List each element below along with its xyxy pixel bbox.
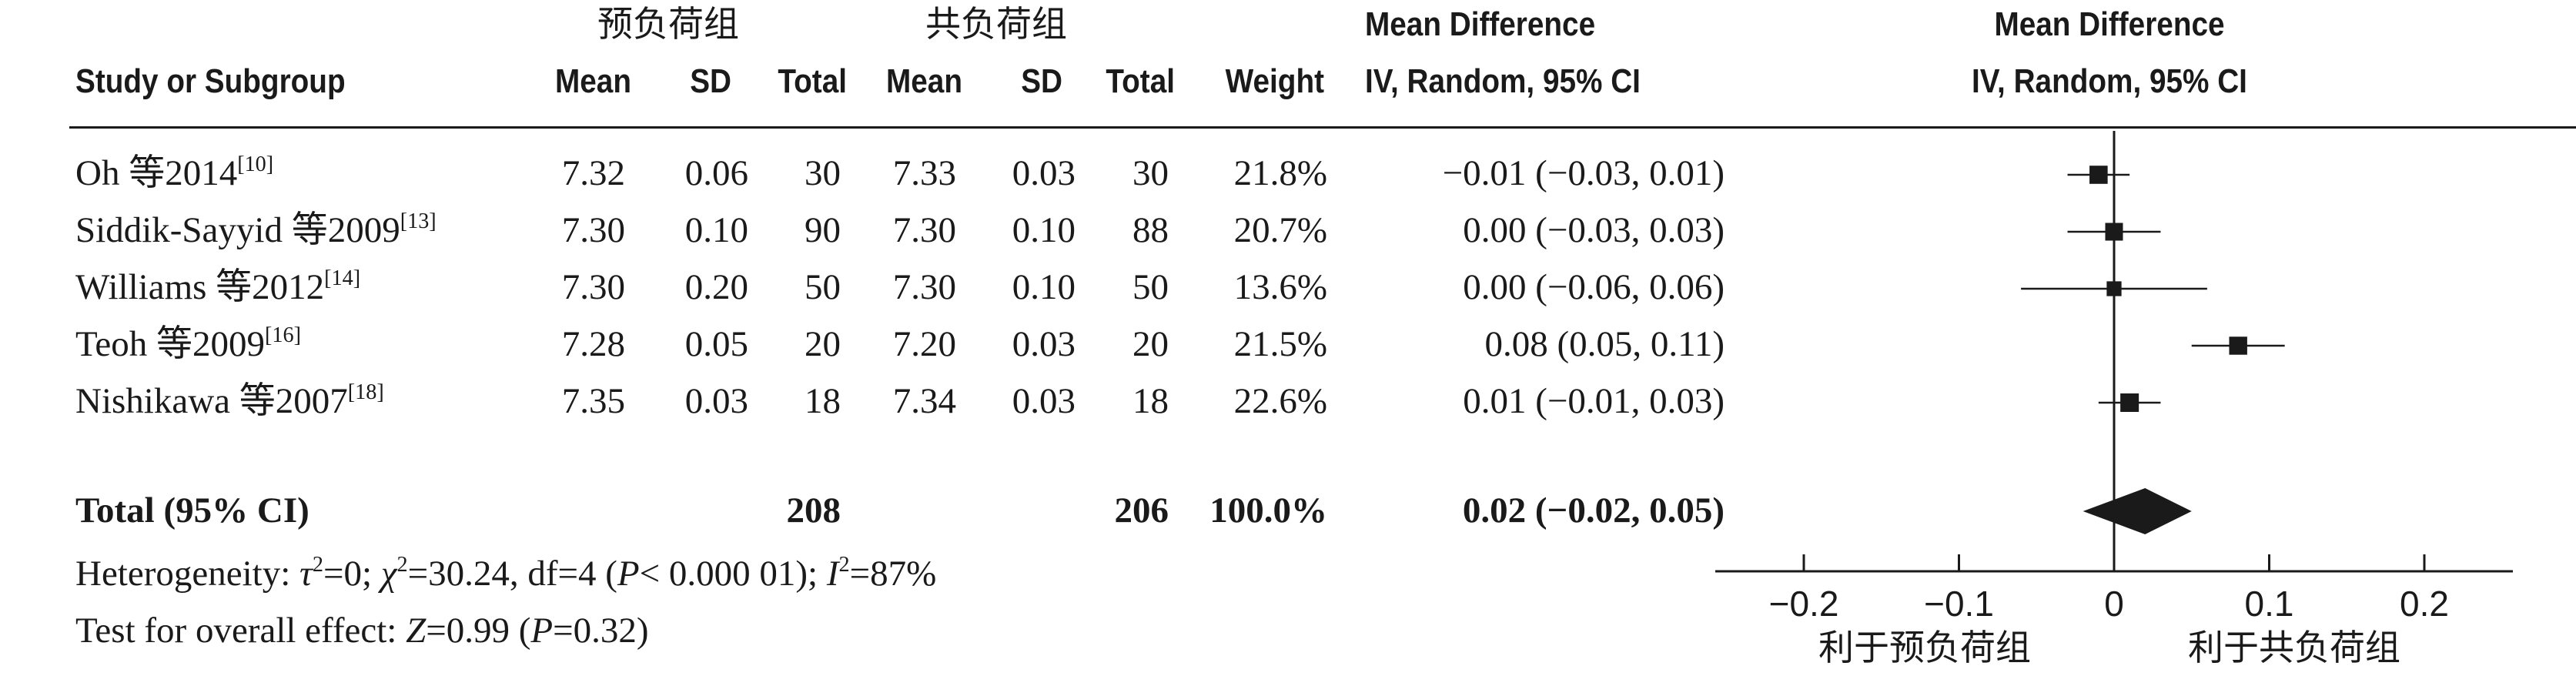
mean2-cell: 7.20: [892, 324, 956, 364]
mean1-cell: 7.28: [561, 324, 625, 364]
sd1-column-header: SD: [690, 62, 731, 100]
sd2-column-header: SD: [1021, 62, 1062, 100]
sd1-cell: 0.10: [684, 210, 748, 250]
favours-left-label: 利于预负荷组: [1818, 627, 2031, 668]
sd2-cell: 0.03: [1012, 153, 1076, 193]
mean2-cell: 7.30: [892, 267, 956, 307]
weight-cell: 13.6%: [1233, 267, 1327, 307]
experimental-group-label: 预负荷组: [597, 3, 739, 45]
overall-effect-text: Test for overall effect: Z=0.99 (P=0.32): [75, 611, 649, 651]
sd2-cell: 0.10: [1012, 267, 1076, 307]
header-rule: [69, 126, 2576, 129]
mean1-cell: 7.30: [561, 210, 625, 250]
total1-column-header: Total: [778, 62, 847, 100]
study-name: Williams 等2012[14]: [75, 266, 361, 307]
n2-cell: 18: [1132, 381, 1169, 421]
n1-cell: 18: [805, 381, 841, 421]
n1-cell: 50: [805, 267, 841, 307]
n2-cell: 88: [1132, 210, 1169, 250]
mean1-cell: 7.32: [561, 153, 625, 193]
weight-column-header: Weight: [1225, 62, 1324, 100]
n2-cell: 20: [1132, 324, 1169, 364]
study-name: Teoh 等2009[16]: [75, 323, 302, 364]
x-tick-label: −0.1: [1924, 584, 1994, 624]
sd2-cell: 0.10: [1012, 210, 1076, 250]
weight-cell: 21.8%: [1233, 153, 1327, 193]
weight-cell: 21.5%: [1233, 324, 1327, 364]
x-tick-label: 0.2: [2400, 584, 2449, 624]
n1-cell: 30: [805, 153, 841, 193]
sd1-cell: 0.03: [684, 381, 748, 421]
total-label: Total (95% CI): [75, 490, 309, 530]
study-effect-marker: [2106, 281, 2122, 296]
total-weight: 100.0%: [1209, 490, 1327, 530]
ci-cell: 0.00 (−0.06, 0.06): [1463, 267, 1725, 307]
plot-title: Mean Difference: [1994, 5, 2225, 43]
total2-column-header: Total: [1106, 62, 1175, 100]
study-name: Oh 等2014[10]: [75, 152, 274, 193]
weight-cell: 22.6%: [1233, 381, 1327, 421]
plot-method-header: IV, Random, 95% CI: [1972, 62, 2247, 100]
total-ci: 0.02 (−0.02, 0.05): [1462, 490, 1725, 530]
heterogeneity-text: Heterogeneity: τ2=0; χ2=30.24, df=4 (P< …: [75, 552, 937, 594]
n1-cell: 90: [805, 210, 841, 250]
ci-cell: 0.01 (−0.01, 0.03): [1463, 381, 1725, 421]
study-effect-marker: [2105, 223, 2123, 241]
sd1-cell: 0.06: [684, 153, 748, 193]
total-n1: 208: [786, 490, 841, 530]
favours-right-label: 利于共负荷组: [2188, 627, 2400, 668]
ci-cell: 0.00 (−0.03, 0.03): [1463, 210, 1725, 250]
md-method-header: IV, Random, 95% CI: [1365, 62, 1641, 100]
n2-cell: 50: [1132, 267, 1169, 307]
control-group-label: 共负荷组: [925, 3, 1067, 45]
x-tick-label: −0.2: [1769, 584, 1839, 624]
study-effect-marker: [2120, 393, 2139, 412]
study-effect-marker: [2089, 166, 2108, 184]
x-tick-label: 0: [2104, 584, 2124, 624]
n1-cell: 20: [805, 324, 841, 364]
sd2-cell: 0.03: [1012, 381, 1076, 421]
sd2-cell: 0.03: [1012, 324, 1076, 364]
mean2-column-header: Mean: [886, 62, 962, 100]
mean1-cell: 7.30: [561, 267, 625, 307]
ci-cell: 0.08 (0.05, 0.11): [1484, 324, 1725, 364]
study-name: Siddik-Sayyid 等2009[13]: [75, 209, 437, 250]
mean1-column-header: Mean: [555, 62, 631, 100]
mean2-cell: 7.33: [892, 153, 956, 193]
md-title: Mean Difference: [1365, 5, 1596, 43]
study-name: Nishikawa 等2007[18]: [75, 380, 384, 421]
mean2-cell: 7.30: [892, 210, 956, 250]
study-column-header: Study or Subgroup: [75, 62, 346, 100]
x-tick-label: 0.1: [2245, 584, 2294, 624]
weight-cell: 20.7%: [1233, 210, 1327, 250]
mean1-cell: 7.35: [561, 381, 625, 421]
mean2-cell: 7.34: [892, 381, 956, 421]
total-n2: 206: [1114, 490, 1169, 530]
study-effect-marker: [2229, 336, 2247, 355]
n2-cell: 30: [1132, 153, 1169, 193]
ci-cell: −0.01 (−0.03, 0.01): [1442, 153, 1725, 193]
sd1-cell: 0.05: [684, 324, 748, 364]
sd1-cell: 0.20: [684, 267, 748, 307]
pooled-effect-diamond: [2083, 488, 2192, 534]
